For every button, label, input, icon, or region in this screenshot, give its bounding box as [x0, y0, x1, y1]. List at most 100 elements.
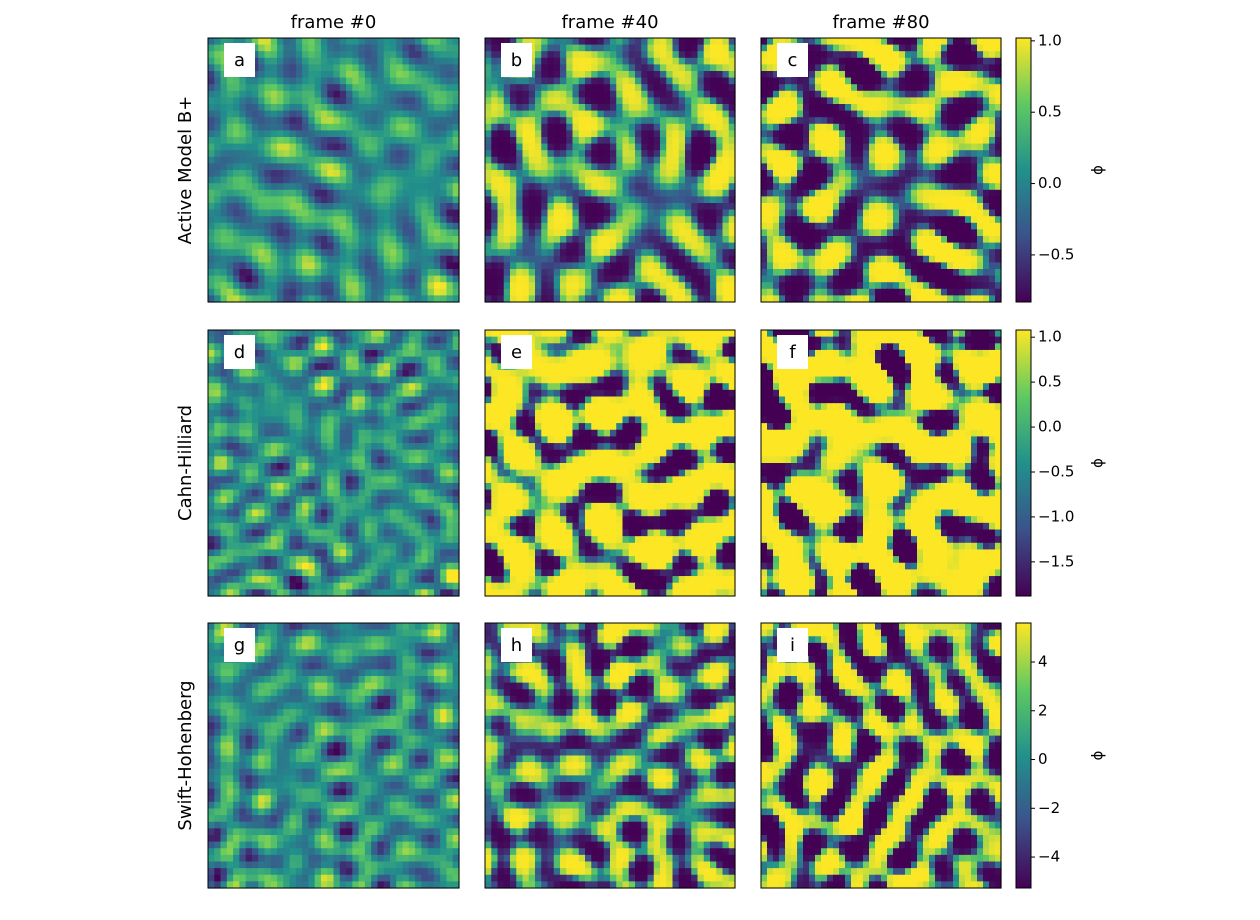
field-cell: [821, 156, 828, 164]
field-cell: [917, 156, 924, 164]
field-cell: [383, 156, 391, 164]
field-cell: [983, 130, 990, 138]
field-cell: [283, 104, 291, 112]
field-cell: [364, 196, 372, 204]
field-cell: [566, 282, 574, 290]
field-cell: [358, 143, 366, 151]
field-cell: [277, 90, 284, 98]
field-cell: [857, 269, 864, 277]
field-cell: [547, 176, 555, 184]
field-cell: [660, 110, 667, 118]
field-cell: [377, 90, 385, 98]
field-cell: [773, 222, 780, 230]
field-cell: [208, 242, 215, 250]
field-cell: [989, 282, 996, 290]
field-cell: [339, 249, 347, 257]
field-cell: [427, 163, 435, 171]
field-cell: [893, 123, 900, 131]
field-cell: [333, 170, 341, 178]
field-cell: [320, 123, 328, 131]
field-cell: [691, 236, 699, 244]
field-cell: [845, 236, 852, 244]
field-cell: [905, 71, 912, 79]
field-cell: [485, 236, 492, 244]
field-cell: [628, 97, 636, 105]
field-cell: [678, 203, 686, 211]
field-cell: [779, 189, 786, 197]
field-cell: [666, 282, 674, 290]
field-cell: [616, 288, 624, 296]
field-cell: [415, 196, 422, 204]
field-cell: [935, 242, 942, 250]
field-cell: [833, 104, 840, 112]
field-cell: [716, 269, 724, 277]
field-cell: [295, 356, 303, 364]
field-cell: [440, 249, 448, 257]
field-cell: [333, 110, 341, 118]
field-cell: [402, 176, 410, 184]
field-cell: [233, 110, 240, 118]
field-cell: [572, 163, 580, 171]
field-cell: [959, 44, 966, 52]
field-cell: [591, 249, 599, 257]
field-cell: [214, 196, 222, 204]
field-cell: [277, 123, 284, 131]
field-cell: [233, 203, 240, 211]
field-cell: [647, 64, 655, 72]
field-cell: [941, 183, 948, 191]
field-cell: [893, 242, 900, 250]
field-cell: [251, 143, 259, 151]
field-cell: [728, 170, 736, 178]
field-cell: [383, 163, 391, 171]
field-cell: [809, 176, 816, 184]
field-cell: [703, 130, 711, 138]
field-cell: [666, 295, 674, 303]
field-cell: [603, 90, 611, 98]
field-cell: [603, 236, 611, 244]
field-cell: [547, 229, 555, 237]
field-cell: [433, 170, 441, 178]
field-cell: [277, 269, 284, 277]
field-cell: [815, 170, 822, 178]
field-cell: [815, 282, 822, 290]
field-cell: [553, 84, 561, 92]
field-cell: [616, 51, 624, 59]
field-cell: [364, 38, 372, 46]
field-cell: [220, 104, 228, 112]
field-cell: [220, 97, 228, 105]
field-cell: [452, 156, 460, 164]
field-cell: [553, 262, 561, 270]
field-cell: [270, 163, 278, 171]
field-cell: [308, 137, 316, 145]
field-cell: [497, 110, 505, 118]
field-cell: [485, 130, 492, 138]
field-cell: [827, 275, 834, 283]
field-cell: [622, 236, 630, 244]
field-cell: [697, 222, 705, 230]
field-cell: [703, 137, 711, 145]
field-cell: [364, 123, 372, 131]
field-cell: [875, 242, 882, 250]
field-cell: [491, 236, 499, 244]
field-cell: [377, 104, 385, 112]
field-cell: [941, 282, 948, 290]
field-cell: [314, 242, 322, 250]
field-cell: [845, 97, 852, 105]
field-cell: [214, 216, 222, 224]
field-cell: [603, 170, 611, 178]
field-cell: [320, 189, 328, 197]
field-cell: [560, 196, 567, 204]
field-cell: [851, 189, 858, 197]
field-cell: [364, 117, 372, 125]
field-cell: [314, 336, 322, 344]
field-cell: [851, 170, 858, 178]
field-cell: [641, 262, 649, 270]
field-cell: [929, 64, 936, 72]
field-cell: [560, 216, 567, 224]
field-cell: [327, 189, 335, 197]
field-cell: [320, 51, 328, 59]
field-cell: [965, 137, 972, 145]
field-cell: [803, 38, 810, 46]
field-cell: [995, 137, 1002, 145]
field-cell: [821, 90, 828, 98]
